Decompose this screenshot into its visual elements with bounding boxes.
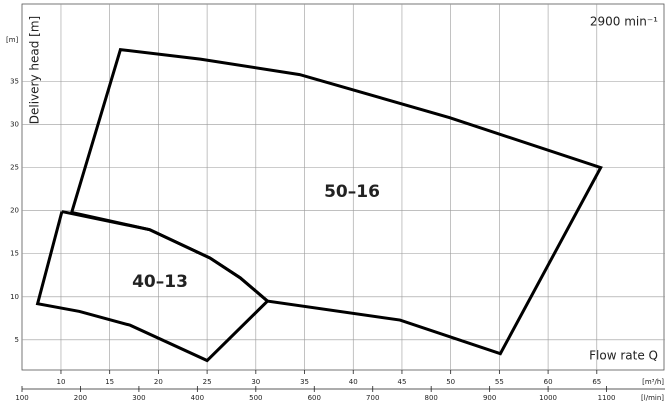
- speed-annotation: 2900 min⁻¹: [590, 15, 658, 29]
- x2-tick-label: 700: [366, 394, 379, 402]
- y-tick-label: 35: [10, 78, 19, 86]
- x-tick-label: 65: [592, 378, 601, 386]
- y-unit: [m]: [6, 36, 19, 44]
- x2-tick-label: 800: [424, 394, 437, 402]
- x2-tick-label: 300: [132, 394, 145, 402]
- y-tick-label: 15: [10, 250, 19, 258]
- x2-tick-label: 400: [191, 394, 204, 402]
- x2-tick-label: 100: [15, 394, 28, 402]
- x-tick-label: 55: [495, 378, 504, 386]
- x-tick-label: 45: [397, 378, 406, 386]
- x-tick-label: 35: [300, 378, 309, 386]
- y-tick-label: 10: [10, 293, 19, 301]
- series-label: 40–13: [132, 272, 188, 292]
- x2-tick-label: 1000: [539, 394, 557, 402]
- x-tick-label: 25: [203, 378, 212, 386]
- x2-tick-label: 500: [249, 394, 262, 402]
- plot-frame: [21, 3, 665, 371]
- x2-tick-label: 900: [483, 394, 496, 402]
- x-tick-label: 20: [154, 378, 163, 386]
- y-tick-label: 30: [10, 121, 19, 129]
- y-tick-label: 25: [10, 164, 19, 172]
- x-tick-label: 15: [105, 378, 114, 386]
- series-label: 50–16: [324, 182, 380, 202]
- envelope: [35, 210, 270, 363]
- x-tick-label: 60: [544, 378, 553, 386]
- x-axis-label: Flow rate Q: [589, 349, 658, 363]
- y-axis-label: Delivery head [m]: [28, 16, 42, 124]
- x-unit: [m³/h]: [642, 378, 664, 386]
- x-tick-label: 40: [349, 378, 358, 386]
- x2-unit: [l/min]: [641, 394, 664, 402]
- y-tick-label: 5: [15, 336, 19, 344]
- x2-tick-label: 600: [308, 394, 321, 402]
- y-tick-label: 20: [10, 207, 19, 215]
- x2-tick-label: 200: [74, 394, 87, 402]
- x-tick-label: 30: [251, 378, 260, 386]
- x-tick-label: 10: [57, 378, 66, 386]
- x2-tick-label: 1100: [598, 394, 616, 402]
- x-tick-label: 50: [446, 378, 455, 386]
